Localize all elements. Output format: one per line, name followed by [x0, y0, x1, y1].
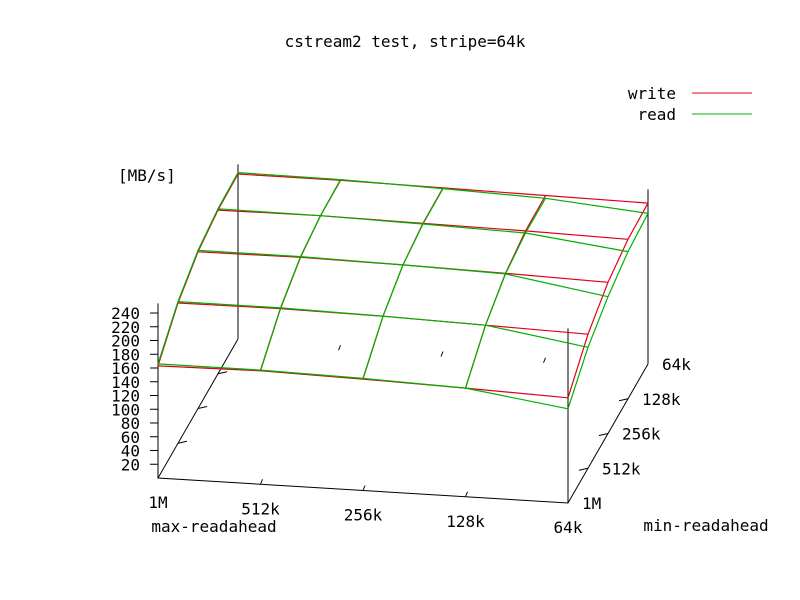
- z-tick-label: 20: [121, 455, 140, 474]
- mesh-line-read: [217, 208, 629, 253]
- y-axis-label: min-readahead: [643, 516, 768, 535]
- mesh-line-read: [464, 198, 547, 389]
- x-tick-label: 512k: [241, 499, 280, 518]
- mesh-line-write: [197, 251, 609, 283]
- mesh-line-read: [362, 188, 444, 379]
- x-tick-back: [543, 357, 546, 363]
- base-frame: [157, 338, 649, 504]
- y-tick-front: [217, 371, 228, 375]
- x-tick-label: 128k: [446, 512, 485, 531]
- mesh-line-read: [177, 301, 589, 348]
- z-tick-label: 80: [121, 414, 140, 433]
- y-tick-label: 1M: [582, 494, 601, 513]
- y-tick-front: [177, 440, 188, 444]
- x-tick-label: 1M: [148, 493, 167, 512]
- legend: write read: [628, 84, 752, 124]
- z-tick-label: 40: [121, 442, 140, 461]
- y-tick-label: 512k: [602, 459, 641, 478]
- x-axis-label: max-readahead: [151, 517, 276, 536]
- x-tick-label: 64k: [554, 518, 583, 537]
- axes-group: [157, 164, 649, 504]
- mesh-line-read: [157, 172, 239, 365]
- x-tick-back: [338, 345, 341, 351]
- x-tick: [465, 491, 468, 497]
- mesh-line-write: [362, 187, 444, 380]
- y-tick-front: [197, 406, 208, 409]
- x-tick-label: 256k: [344, 506, 383, 525]
- surface-read: [157, 172, 649, 410]
- legend-label-write: write: [628, 84, 676, 103]
- mesh-line-read: [197, 249, 609, 298]
- y-tick-label: 128k: [642, 390, 681, 409]
- z-tick-label: 60: [121, 428, 140, 447]
- chart-title: cstream2 test, stripe=64k: [285, 32, 526, 51]
- mesh-line-read: [259, 179, 342, 371]
- z-tick-label: 240: [111, 304, 140, 323]
- z-tick-label: 120: [111, 387, 140, 406]
- mesh-line-read: [237, 172, 649, 214]
- z-tick-label: 180: [111, 345, 140, 364]
- x-tick: [362, 485, 366, 491]
- x-tick-back: [440, 351, 444, 357]
- z-tick-label: 140: [111, 373, 140, 392]
- y-tick: [618, 398, 629, 402]
- mesh-line-write: [567, 202, 649, 398]
- surfaces-group: [157, 172, 649, 410]
- z-tick-label: 220: [111, 318, 140, 337]
- y-tick-label: 64k: [662, 355, 691, 374]
- mesh-line-read: [567, 213, 649, 409]
- surface-write: [157, 173, 649, 399]
- mesh-line-write: [464, 195, 547, 389]
- z-tick-label: 100: [111, 400, 140, 419]
- mesh-line-write: [259, 180, 342, 371]
- z-tick-label: 200: [111, 332, 140, 351]
- ticks-group: 1M 512k 256k 128k 64k1M512k256k128k64k240220…: [111, 304, 691, 537]
- y-tick-label: 256k: [622, 425, 661, 444]
- x-tick: [260, 479, 263, 485]
- z-tick-label: 160: [111, 359, 140, 378]
- legend-label-read: read: [637, 105, 676, 124]
- mesh-line-write: [177, 302, 589, 335]
- mesh-line-write: [157, 173, 239, 367]
- z-axis-label: [MB/s]: [118, 166, 176, 185]
- y-tick: [578, 467, 589, 471]
- y-tick: [598, 433, 609, 436]
